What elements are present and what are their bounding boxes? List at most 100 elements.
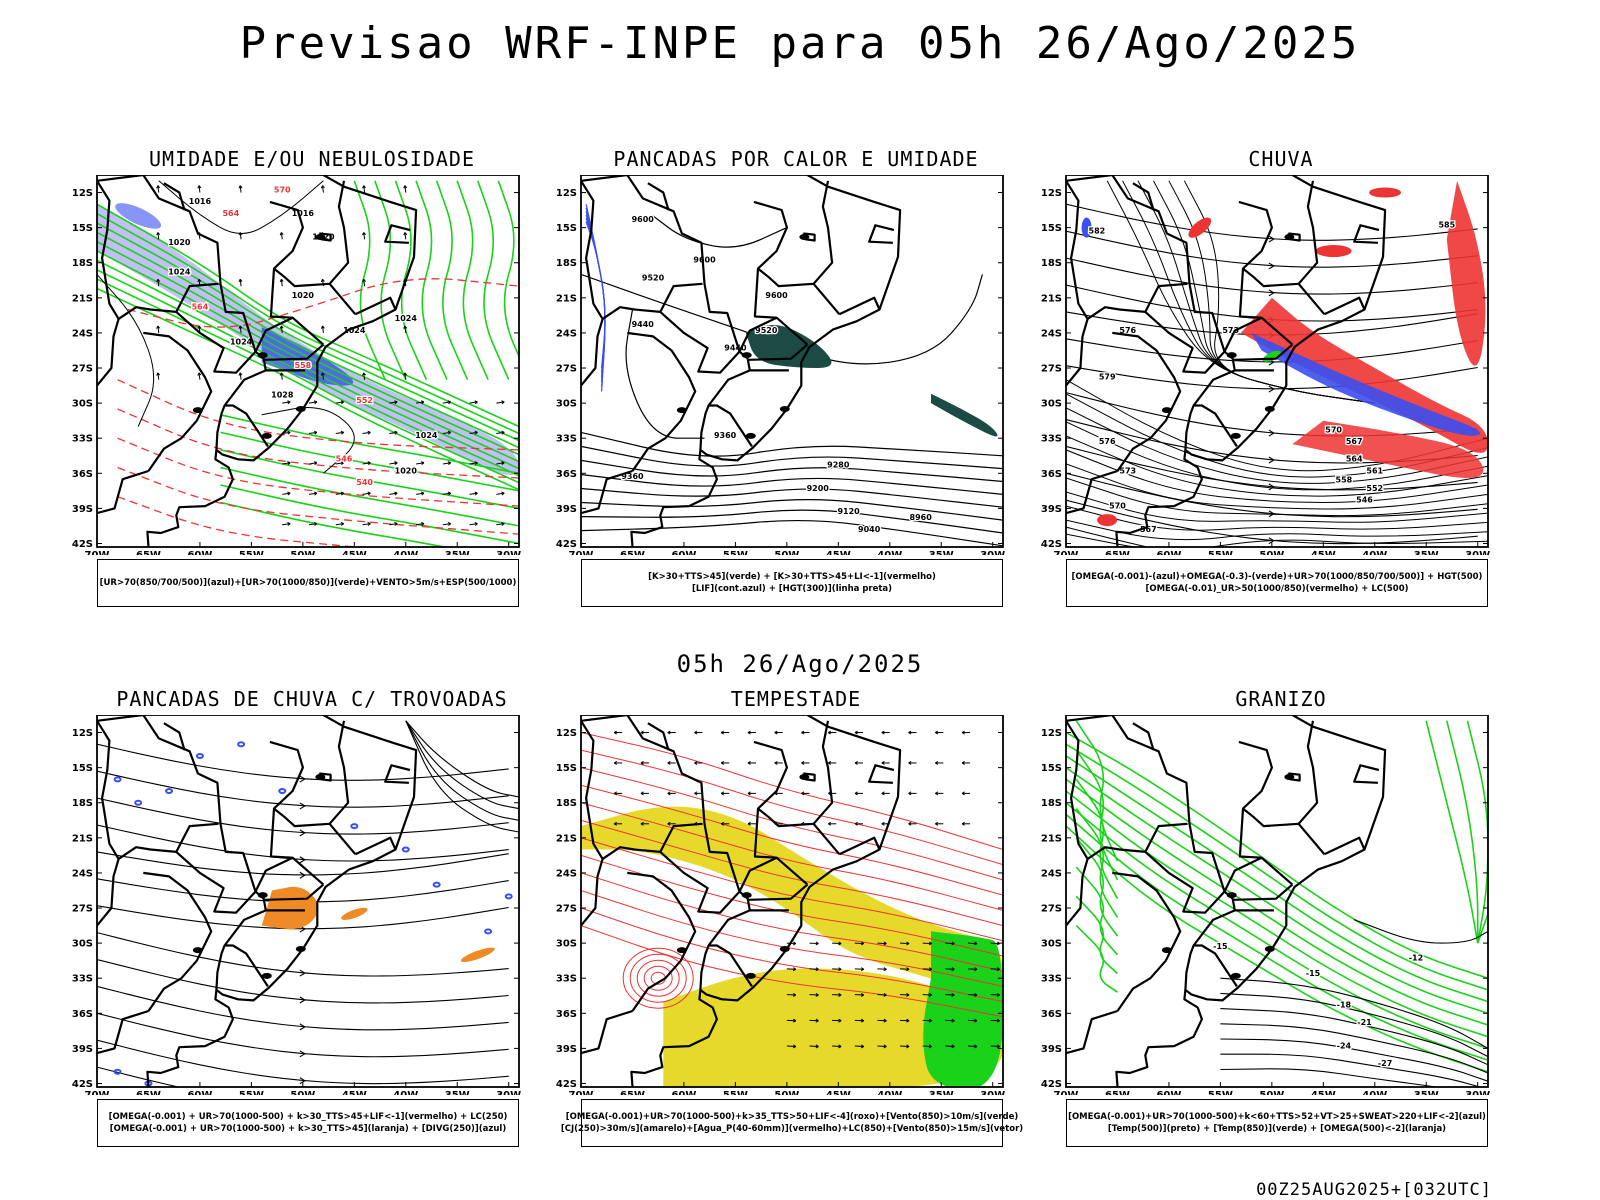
lon-label: 55W xyxy=(1208,550,1233,555)
border-line xyxy=(1066,858,1089,927)
wind-vector xyxy=(308,462,318,465)
contour-label: 561 xyxy=(1366,466,1383,475)
wind-vector-head xyxy=(838,1044,842,1049)
hgt500-contour xyxy=(1066,505,1488,531)
wind-vector-head xyxy=(279,325,284,329)
border-line xyxy=(581,180,661,320)
hgt500-contour xyxy=(1066,519,1488,541)
wind-vector-head xyxy=(421,400,425,405)
contour-label: 567 xyxy=(1140,525,1157,534)
contour-label: 1024 xyxy=(168,267,191,276)
wind-vector-head xyxy=(961,791,965,796)
lake-mark xyxy=(1226,352,1237,359)
border-line xyxy=(97,715,257,892)
lat-label: 12S xyxy=(72,728,93,739)
contour-label: -12 xyxy=(1409,954,1423,963)
legend-box: [UR>70(850/700/500)](azul)+[UR>70(1000/8… xyxy=(97,559,519,607)
border-line xyxy=(581,175,741,352)
divergence-blob xyxy=(504,893,513,900)
wind-vector-head xyxy=(367,461,371,466)
wind-vector-head xyxy=(362,278,366,283)
lake-mark xyxy=(295,405,306,412)
lat-label: 33S xyxy=(556,434,577,445)
green-contour xyxy=(1075,808,1119,918)
lake-mark xyxy=(257,352,268,359)
border-line xyxy=(812,283,841,315)
temp850-contours xyxy=(1066,720,1488,1073)
lon-label: 40W xyxy=(877,1090,902,1095)
wind-vector xyxy=(282,523,291,526)
wind-vector-head xyxy=(974,1044,978,1049)
streamline-arrow xyxy=(1268,510,1275,518)
wind-vector-head xyxy=(792,1044,797,1049)
wind-vector-head xyxy=(367,430,371,435)
hgt500-contour xyxy=(1066,449,1488,504)
wind-vector-head xyxy=(613,760,617,765)
contour-label: 546 xyxy=(336,455,353,464)
green-contour xyxy=(97,203,519,428)
border-line xyxy=(384,224,411,244)
wind-vector xyxy=(389,401,398,404)
green-contour xyxy=(435,180,469,381)
green-contour xyxy=(1075,837,1119,937)
lat-label: 12S xyxy=(1041,728,1062,739)
border-line xyxy=(1184,945,1195,990)
wind-vector-head xyxy=(854,760,858,765)
political-borders xyxy=(1066,175,1387,547)
wind-vector-head xyxy=(974,992,978,997)
hgt500-contour xyxy=(1066,491,1488,523)
coastline xyxy=(630,715,902,1087)
contour-label: 9040 xyxy=(858,525,881,534)
wind-vector-head xyxy=(906,967,910,972)
streamline-arrow xyxy=(1268,262,1275,270)
lake-mark xyxy=(1161,947,1172,954)
wind-vector-head xyxy=(908,760,912,765)
wind-vector-head xyxy=(340,400,345,405)
wind-vector xyxy=(157,372,160,380)
wind-vector-head xyxy=(501,491,505,496)
wind-vector-head xyxy=(340,491,345,496)
wind-vector-head xyxy=(996,967,1000,972)
wind-vector-head xyxy=(815,967,819,972)
red-dashed-contour xyxy=(127,278,519,328)
lon-label: 70W xyxy=(569,550,594,555)
wind-vector-head xyxy=(613,730,617,735)
wind-vector-head xyxy=(447,400,452,405)
contour-label: -24 xyxy=(1337,1041,1352,1050)
green-contour xyxy=(220,484,519,545)
border-line xyxy=(1132,722,1155,751)
contour-label: -18 xyxy=(1337,1000,1352,1009)
divergence-blob xyxy=(484,928,493,935)
contour-label: 1024 xyxy=(343,326,366,335)
wind-vector-head xyxy=(362,325,366,329)
lon-label: 55W xyxy=(723,1090,748,1095)
wind-vector-head xyxy=(928,967,932,972)
border-line xyxy=(699,945,710,990)
axes: 12S 15S 18S 21S 24S 27S 30S 33S 36S 39S 42S70W 65W 6… xyxy=(556,188,1005,555)
lat-label: 15S xyxy=(72,763,93,774)
wind-vector-head xyxy=(474,461,478,466)
wind-vector xyxy=(363,279,366,287)
streamline xyxy=(97,797,509,835)
wind-vector xyxy=(415,431,425,435)
divergence-blob xyxy=(113,776,122,783)
red-dashed-contour xyxy=(117,379,519,451)
wind-vector-head xyxy=(640,760,644,765)
lat-label: 42S xyxy=(1041,1079,1062,1090)
wind-vector xyxy=(157,185,160,193)
streamline xyxy=(1066,338,1478,363)
wind-vector-head xyxy=(421,491,425,496)
contour-label: 552 xyxy=(356,396,373,405)
thunderstorm-area-orange xyxy=(261,886,319,930)
legend-box: [OMEGA(-0.001)-(azul)+OMEGA(-0.3)-(verde… xyxy=(1066,559,1488,607)
humidity-blob xyxy=(115,203,162,229)
border-line xyxy=(812,823,841,855)
wind-vector xyxy=(442,462,451,465)
run-identifier: 00Z25AUG2025+[032UTC] xyxy=(1256,1180,1492,1200)
lon-label: 35W xyxy=(929,550,954,555)
border-line xyxy=(273,720,350,828)
lat-label: 30S xyxy=(72,399,93,410)
lat-label: 27S xyxy=(72,904,93,915)
lat-label: 42S xyxy=(1041,539,1062,550)
lon-label: 30W xyxy=(980,550,1005,555)
